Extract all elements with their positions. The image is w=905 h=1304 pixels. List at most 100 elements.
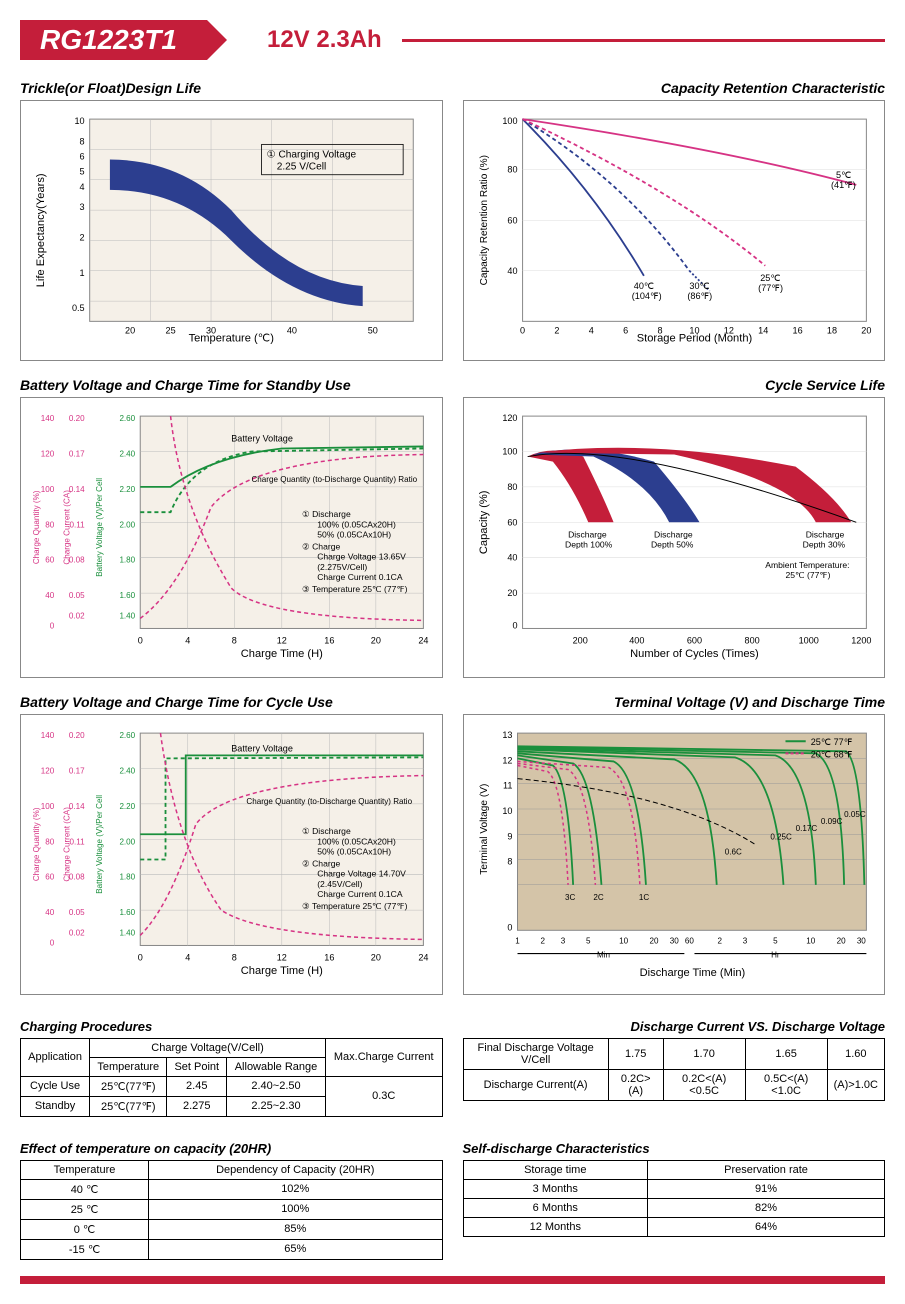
svg-text:80: 80 xyxy=(45,520,54,529)
svg-text:80: 80 xyxy=(507,482,517,492)
svg-text:50: 50 xyxy=(368,325,378,335)
svg-text:4: 4 xyxy=(185,635,190,645)
svg-text:0.5: 0.5 xyxy=(72,303,85,313)
svg-text:80: 80 xyxy=(45,837,54,846)
svg-text:0.02: 0.02 xyxy=(69,611,85,620)
svg-text:2: 2 xyxy=(717,936,722,945)
svg-text:10: 10 xyxy=(689,325,699,335)
svg-text:3: 3 xyxy=(742,936,747,945)
svg-text:140: 140 xyxy=(41,731,55,740)
svg-text:12: 12 xyxy=(277,952,287,962)
svg-text:8: 8 xyxy=(232,952,237,962)
standby-svg: Battery Voltage Charge Quantity (to-Disc… xyxy=(29,406,434,669)
svg-text:2.60: 2.60 xyxy=(119,414,135,423)
chart-retention: Capacity Retention Characteristic 40℃(10… xyxy=(463,80,886,361)
svg-text:10: 10 xyxy=(75,116,85,126)
header-divider xyxy=(402,39,885,42)
retention-svg: 40℃(104℉) 30℃(86℉) 25℃(77℉) 5℃(41℉) Stor… xyxy=(472,109,877,352)
svg-text:40: 40 xyxy=(287,325,297,335)
header: RG1223T1 12V 2.3Ah xyxy=(20,20,885,60)
svg-text:0.14: 0.14 xyxy=(69,485,85,494)
svg-text:140: 140 xyxy=(41,414,55,423)
svg-text:1.80: 1.80 xyxy=(119,555,135,564)
svg-text:100: 100 xyxy=(41,802,55,811)
svg-text:5: 5 xyxy=(80,167,85,177)
svg-text:60: 60 xyxy=(45,872,54,881)
svg-text:5℃: 5℃ xyxy=(836,170,851,180)
table-temp-capacity: Effect of temperature on capacity (20HR)… xyxy=(20,1133,443,1260)
svg-text:② Charge: ② Charge xyxy=(302,541,340,551)
svg-text:24: 24 xyxy=(418,635,428,645)
svg-text:0.6C: 0.6C xyxy=(724,847,741,856)
svg-text:① Charging Voltage: ① Charging Voltage xyxy=(267,150,357,161)
svg-text:11: 11 xyxy=(502,780,511,790)
svg-text:25℃: 25℃ xyxy=(760,273,780,283)
svg-text:0.11: 0.11 xyxy=(69,837,85,846)
svg-text:0.05C: 0.05C xyxy=(844,810,866,819)
svg-text:30: 30 xyxy=(669,936,678,945)
svg-text:2.20: 2.20 xyxy=(119,485,135,494)
chart-terminal: Terminal Voltage (V) and Discharge Time xyxy=(463,694,886,995)
svg-text:Hr: Hr xyxy=(771,950,780,959)
svg-text:120: 120 xyxy=(41,766,55,775)
svg-text:1000: 1000 xyxy=(798,635,818,645)
svg-text:Charge Time (H): Charge Time (H) xyxy=(241,964,323,976)
svg-text:Number of Cycles (Times): Number of Cycles (Times) xyxy=(630,647,759,659)
svg-text:Min: Min xyxy=(596,950,609,959)
svg-text:20: 20 xyxy=(125,325,135,335)
svg-text:12: 12 xyxy=(502,755,512,765)
model-badge: RG1223T1 xyxy=(20,20,207,60)
svg-text:(41℉): (41℉) xyxy=(830,180,855,190)
svg-text:0: 0 xyxy=(520,325,525,335)
chart-title: Battery Voltage and Charge Time for Cycl… xyxy=(20,694,443,710)
svg-text:0.08: 0.08 xyxy=(69,555,85,564)
svg-text:4: 4 xyxy=(80,182,85,192)
chart-cycle-life: Cycle Service Life DischargeDepth 100% D… xyxy=(463,377,886,678)
svg-text:2C: 2C xyxy=(593,893,603,902)
svg-text:Charge Current 0.1CA: Charge Current 0.1CA xyxy=(317,889,403,899)
cyclelife-svg: DischargeDepth 100% DischargeDepth 50% D… xyxy=(472,406,877,669)
svg-text:1.60: 1.60 xyxy=(119,908,135,917)
svg-text:Temperature (℃): Temperature (℃) xyxy=(189,333,275,345)
table-discharge-voltage: Discharge Current VS. Discharge Voltage … xyxy=(463,1011,886,1117)
svg-text:2.60: 2.60 xyxy=(119,731,135,740)
svg-text:0.25C: 0.25C xyxy=(770,832,792,841)
svg-text:60: 60 xyxy=(507,215,517,225)
svg-text:① Discharge: ① Discharge xyxy=(302,509,351,519)
svg-text:(2.45V/Cell): (2.45V/Cell) xyxy=(317,878,362,888)
svg-text:Battery Voltage: Battery Voltage xyxy=(231,743,293,753)
svg-text:(86℉): (86℉) xyxy=(687,291,712,301)
svg-text:0: 0 xyxy=(138,952,143,962)
svg-text:Capacity Retention Ratio (%): Capacity Retention Ratio (%) xyxy=(479,155,490,285)
trickle-svg: ① Charging Voltage 2.25 V/Cell Temperatu… xyxy=(29,109,434,352)
svg-text:1C: 1C xyxy=(638,893,648,902)
svg-text:Terminal Voltage (V): Terminal Voltage (V) xyxy=(479,783,490,874)
svg-text:0.08: 0.08 xyxy=(69,872,85,881)
svg-text:0: 0 xyxy=(50,621,55,630)
svg-text:3: 3 xyxy=(80,202,85,212)
svg-text:Capacity (%): Capacity (%) xyxy=(478,490,490,554)
svg-text:50% (0.05CAx10H): 50% (0.05CAx10H) xyxy=(317,529,391,539)
svg-text:Depth 30%: Depth 30% xyxy=(802,539,845,549)
svg-text:30: 30 xyxy=(856,936,865,945)
svg-text:0.20: 0.20 xyxy=(69,414,85,423)
svg-text:6: 6 xyxy=(80,152,85,162)
svg-text:(104℉): (104℉) xyxy=(631,291,661,301)
svg-text:2: 2 xyxy=(540,936,545,945)
svg-text:Charge Time (H): Charge Time (H) xyxy=(241,647,323,659)
svg-text:10: 10 xyxy=(806,936,815,945)
svg-text:2.25 V/Cell: 2.25 V/Cell xyxy=(277,162,326,173)
svg-text:Depth 100%: Depth 100% xyxy=(565,539,613,549)
chart-title: Trickle(or Float)Design Life xyxy=(20,80,443,96)
svg-text:Life Expectancy(Years): Life Expectancy(Years) xyxy=(35,173,47,287)
svg-text:20: 20 xyxy=(861,325,871,335)
svg-text:18: 18 xyxy=(826,325,836,335)
svg-text:10: 10 xyxy=(502,806,512,816)
svg-text:0: 0 xyxy=(507,922,512,932)
svg-text:Charge Voltage 13.65V: Charge Voltage 13.65V xyxy=(317,551,406,561)
svg-text:800: 800 xyxy=(744,635,759,645)
header-spec: 12V 2.3Ah xyxy=(267,26,382,54)
svg-text:2.40: 2.40 xyxy=(119,766,135,775)
svg-text:6: 6 xyxy=(623,325,628,335)
svg-text:20: 20 xyxy=(371,635,381,645)
